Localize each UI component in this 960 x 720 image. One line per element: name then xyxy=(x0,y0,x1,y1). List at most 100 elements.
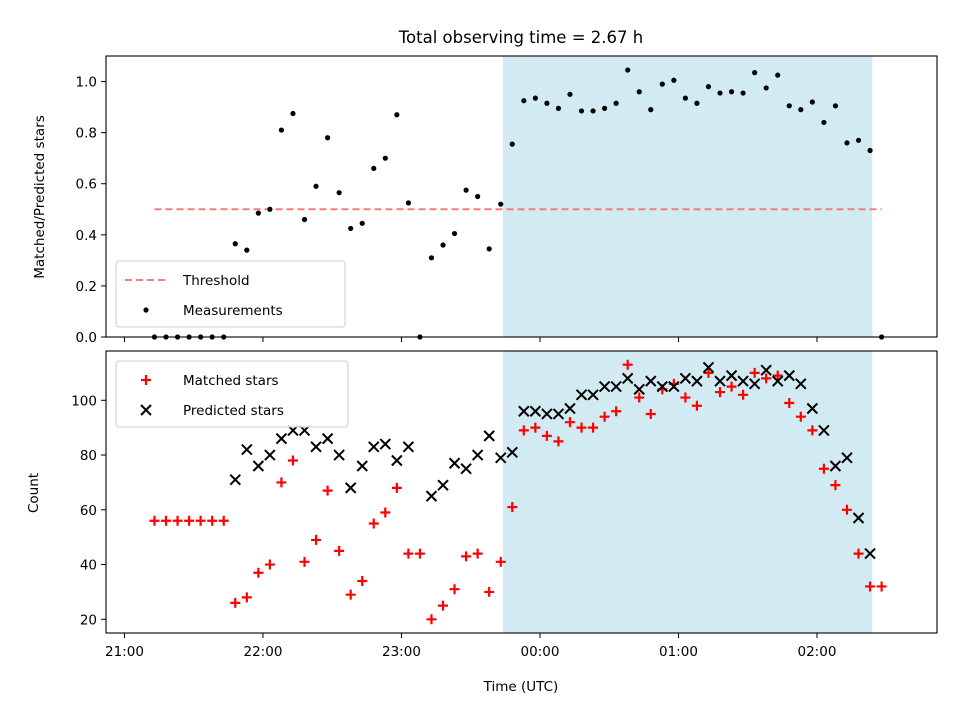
top-series-1 xyxy=(151,67,885,340)
bottom-x-tick-label: 02:00 xyxy=(798,644,837,660)
predicted-stars-point xyxy=(668,380,680,393)
matched-stars-point xyxy=(715,387,726,398)
matched-stars-point xyxy=(461,551,472,562)
matched-stars-point xyxy=(403,548,414,559)
matched-stars-point xyxy=(149,515,160,526)
matched-stars-point xyxy=(195,515,206,526)
measurement-point xyxy=(590,108,596,114)
measurement-point xyxy=(348,225,354,232)
measurement-point xyxy=(682,95,688,101)
matched-stars-point xyxy=(703,367,714,378)
measurement-point xyxy=(301,216,308,223)
predicted-stars-point xyxy=(275,432,288,445)
predicted-stars-point xyxy=(518,405,530,417)
matched-stars-point xyxy=(691,400,702,411)
measurement-point xyxy=(602,105,608,111)
predicted-stars-point xyxy=(344,482,357,494)
bottom-y-axis-label: Count xyxy=(26,473,42,513)
measurement-point xyxy=(544,100,550,106)
matched-stars-point xyxy=(357,575,368,586)
measurement-point xyxy=(532,95,538,101)
matched-stars-point xyxy=(380,507,391,518)
bottom-series-1 xyxy=(149,359,887,625)
matched-stars-point xyxy=(311,534,322,545)
predicted-stars-point xyxy=(379,438,392,450)
predicted-stars-point xyxy=(587,389,599,401)
top-ratio-plot: 0.0 0.2 0.4 0.6 0.8 1.0 Threshold Measurements xyxy=(76,55,938,346)
measurement-point xyxy=(336,190,342,196)
measurement-point xyxy=(267,206,273,212)
matched-stars-point xyxy=(611,406,622,417)
measurement-point xyxy=(705,84,712,90)
measurement-point xyxy=(451,230,458,237)
bottom-series-2 xyxy=(229,361,876,560)
matched-stars-point xyxy=(264,559,275,570)
bottom-y-tick-label: 40 xyxy=(80,558,97,574)
matched-stars-point xyxy=(830,480,841,491)
measurement-point xyxy=(290,110,296,117)
measurement-point xyxy=(752,70,758,76)
bottom-legend: Matched stars Predicted stars xyxy=(115,360,349,428)
matched-stars-point xyxy=(541,430,552,441)
matched-stars-point xyxy=(438,600,449,611)
measurement-point xyxy=(659,81,665,87)
bottom-x-tick-label: 23:00 xyxy=(382,644,421,660)
predicted-stars-point xyxy=(725,369,738,382)
predicted-stars-point xyxy=(702,361,715,374)
predicted-stars-point xyxy=(795,378,807,390)
matched-stars-point xyxy=(680,392,691,403)
matched-stars-point xyxy=(853,548,864,559)
predicted-stars-point xyxy=(564,402,576,415)
matched-stars-point xyxy=(865,581,876,592)
bottom-count-plot: 20 40 60 80 100 21:00 22:00 23:00 00:00 01:00 02:0… xyxy=(71,350,938,660)
top-y-axis-label: Matched/Predicted stars xyxy=(32,115,48,278)
measurement-point xyxy=(855,137,862,143)
predicted-stars-point xyxy=(495,452,507,464)
predicted-stars-point xyxy=(714,375,726,387)
measurement-point xyxy=(394,112,400,118)
bottom-y-tick-label: 80 xyxy=(80,448,97,464)
measurement-point xyxy=(567,91,573,97)
matched-stars-point xyxy=(287,455,298,466)
predicted-stars-point xyxy=(575,389,588,401)
matched-stars-point xyxy=(634,392,645,403)
measurement-point xyxy=(648,107,654,113)
measurement-point xyxy=(798,107,804,113)
predicted-stars-point xyxy=(737,375,749,387)
predicted-stars-point xyxy=(264,449,276,461)
predicted-stars-point xyxy=(679,372,692,385)
predicted-stars-point xyxy=(598,380,611,393)
matched-stars-point xyxy=(726,381,737,392)
measurement-point xyxy=(832,103,839,109)
measurement-point xyxy=(636,89,642,95)
predicted-stars-point xyxy=(818,424,830,437)
predicted-stars-point xyxy=(852,512,865,524)
legend-entry-label: Matched stars xyxy=(183,373,279,389)
matched-stars-point xyxy=(368,518,379,529)
chart-title: Total observing time = 2.67 h xyxy=(398,28,643,47)
matched-stars-point xyxy=(749,367,760,378)
predicted-stars-point xyxy=(229,473,241,486)
predicted-stars-point xyxy=(864,547,876,560)
top-y-tick-label: 0.4 xyxy=(76,228,97,244)
measurement-point xyxy=(359,220,365,226)
matched-stars-point xyxy=(807,425,818,436)
measurement-point xyxy=(775,72,781,78)
predicted-stars-point xyxy=(691,375,703,387)
measurement-point xyxy=(809,99,815,105)
bottom-y-tick-label: 60 xyxy=(80,503,97,519)
matched-stars-point xyxy=(241,592,252,603)
matched-stars-point xyxy=(841,504,852,515)
measurement-point xyxy=(763,85,769,91)
matched-stars-point xyxy=(818,463,829,474)
measurement-point xyxy=(728,89,735,95)
predicted-stars-point xyxy=(645,375,657,387)
matched-stars-point xyxy=(738,389,749,400)
measurement-point xyxy=(821,119,827,126)
measurement-point xyxy=(244,247,250,253)
matched-stars-point xyxy=(795,411,806,422)
predicted-stars-point xyxy=(252,460,265,472)
matched-stars-point xyxy=(218,515,229,526)
matched-stars-point xyxy=(184,515,195,526)
